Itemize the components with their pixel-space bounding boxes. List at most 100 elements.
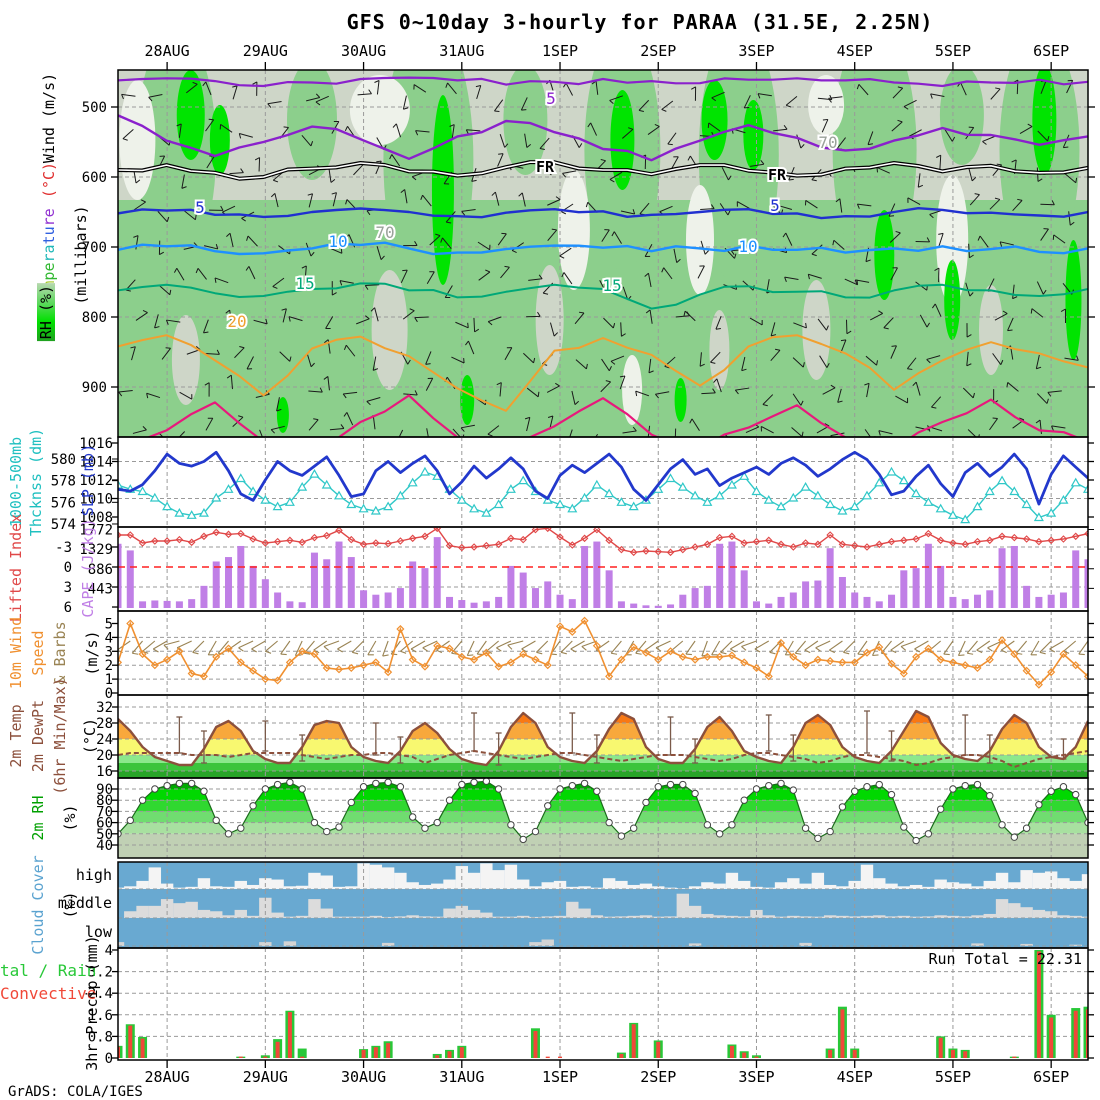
date-label: 1SEP (542, 1068, 578, 1086)
cape-li-panel: -3 0 3 6 1772 1329 886 443 (55, 523, 1094, 616)
precip-axis-label: 3hr Precip (mm) (83, 935, 101, 1071)
tick-label: 32 (96, 700, 113, 716)
cloud-row-label: high (76, 866, 112, 884)
wind-grid (118, 611, 1088, 695)
cloud-row-label: middle (58, 894, 112, 912)
cape-tick-labels: -3 0 3 6 1772 1329 886 443 (55, 523, 1094, 616)
cloud-cover-panel: high middle low (58, 861, 1089, 949)
tick-label: 24 (96, 732, 113, 748)
precip-convective-legend: Convective (0, 984, 97, 1003)
tick-label: 90 (96, 782, 113, 798)
contour-label: 70 (375, 223, 394, 242)
contour-label: FR (768, 166, 787, 184)
temperature-letter: e (40, 262, 58, 272)
top-date-axis: 28AUG 29AUG 30AUG 31AUG 1SEP 2SEP 3SEP 4SEP 5SEP… (145, 42, 1069, 70)
tick-label: 5 (105, 617, 113, 633)
thickness-axis-label-2: Thcknss (dm) (27, 427, 45, 537)
tick-label: 3 (105, 644, 113, 660)
contour-label: 15 (602, 276, 621, 295)
tick-label: 574 (51, 517, 76, 533)
tick-label: 443 (88, 581, 113, 597)
tick-label: 576 (51, 495, 76, 511)
temperature-contours (118, 76, 1088, 437)
tick-label: 886 (88, 562, 113, 578)
contour-label: 20 (227, 312, 246, 331)
date-label: 30AUG (341, 1068, 386, 1086)
tick-label: 700 (82, 240, 107, 256)
wind10m-axis-label-1: 10m Wind (7, 616, 25, 690)
lifted-index-axis-label: Lifted Index (7, 513, 25, 623)
upper-air-panel: 5 5 5 10 10 15 15 20 70 70 FR FR 500 600 700 800 900 28AU… (82, 42, 1095, 438)
tick-label: 600 (82, 170, 107, 186)
precip-tick-labels: 0 0.8 1.6 2.4 3.2 4 (88, 943, 1094, 1067)
slp-series (118, 450, 1088, 524)
contour-labels: 5 5 5 10 10 15 15 20 70 70 FR FR (193, 87, 839, 333)
precip-panel: 0 0.8 1.6 2.4 3.2 4 Run Total = 22.31 28AUG 29AU… (88, 943, 1094, 1086)
date-label: 30AUG (341, 42, 386, 60)
tick-label: 3.2 (88, 965, 113, 981)
date-label: 29AUG (243, 1068, 288, 1086)
temp-lines (118, 709, 1088, 768)
tick-label: 1 (105, 672, 113, 688)
tick-label: 20 (96, 748, 113, 764)
contour-label: 5 (546, 89, 556, 108)
cloud-row-labels: high middle low (58, 866, 113, 941)
rh-line (118, 778, 1088, 845)
date-label: 1SEP (542, 42, 578, 60)
wind10m-axis-label-4: (m/s) (83, 630, 101, 676)
contour-label: FR (536, 158, 555, 176)
temperature-letter: r (40, 217, 58, 227)
date-label: 28AUG (145, 1068, 190, 1086)
cloud-cover-axis-label: Cloud Cover (29, 855, 47, 955)
cloud-row-label: low (85, 923, 113, 941)
pressure-ticks: 500 600 700 800 900 (82, 100, 1095, 396)
wind10m-line (118, 616, 1088, 689)
tick-label: 1772 (79, 523, 113, 539)
tick-label: 3 (64, 580, 72, 596)
temp2m-axis-label-2: 2m DewPt (29, 699, 47, 773)
tick-label: 6 (64, 600, 72, 616)
date-label: 3SEP (738, 42, 774, 60)
date-label: 6SEP (1033, 42, 1069, 60)
date-label: 6SEP (1033, 1068, 1069, 1086)
date-label: 31AUG (439, 1068, 484, 1086)
tick-label: 16 (96, 764, 113, 780)
tick-label: 1329 (79, 542, 113, 558)
page-title: GFS 0~10day 3-hourly for PARAA (31.5E, 2… (346, 10, 934, 34)
tick-label: 28 (96, 716, 113, 732)
tick-label: 500 (82, 100, 107, 116)
rh2m-pct-label: (%) (61, 804, 79, 832)
cloud-pct-label: (%) (61, 891, 79, 919)
run-total-annotation: Run Total = 22.31 (928, 950, 1082, 968)
tick-label: 4 (105, 943, 113, 959)
tick-label: 2.4 (88, 986, 113, 1002)
contour-label: 10 (328, 232, 347, 251)
wind10m-axis-label-3: & Barbs (51, 621, 69, 685)
tick-label: 4 (105, 630, 113, 646)
tick-label: 580 (51, 452, 76, 468)
date-label: 2SEP (640, 1068, 676, 1086)
temp2m-axis-label-1: 2m Temp (7, 704, 25, 768)
contour-label: 5 (770, 196, 780, 215)
tick-label: 60 (96, 816, 113, 832)
temperature-letter: a (40, 244, 58, 254)
date-label: 4SEP (837, 42, 873, 60)
cape-bars (118, 537, 1088, 608)
contour-label: 10 (738, 237, 757, 256)
temp2m-axis-label-3: (6hr Min/Max) (51, 677, 69, 795)
tick-label: 1016 (79, 436, 113, 452)
contour-label: 70 (818, 133, 837, 152)
tick-label: 80 (96, 793, 113, 809)
slp-axis-label: SLP (mb) (79, 443, 97, 517)
slp-thickness-panel: 1016 1014 1012 1010 1008 580 578 576 574 (51, 436, 1094, 533)
rh-axis-label: RH (%) (37, 282, 55, 342)
precip-total-legend: tal / Rain (0, 961, 97, 980)
slp-tick-labels: 1016 1014 1012 1010 1008 580 578 576 574 (51, 436, 1094, 533)
temperature-letter: u (40, 226, 58, 236)
temperature-letter: t (40, 235, 58, 245)
date-label: 3SEP (738, 1068, 774, 1086)
